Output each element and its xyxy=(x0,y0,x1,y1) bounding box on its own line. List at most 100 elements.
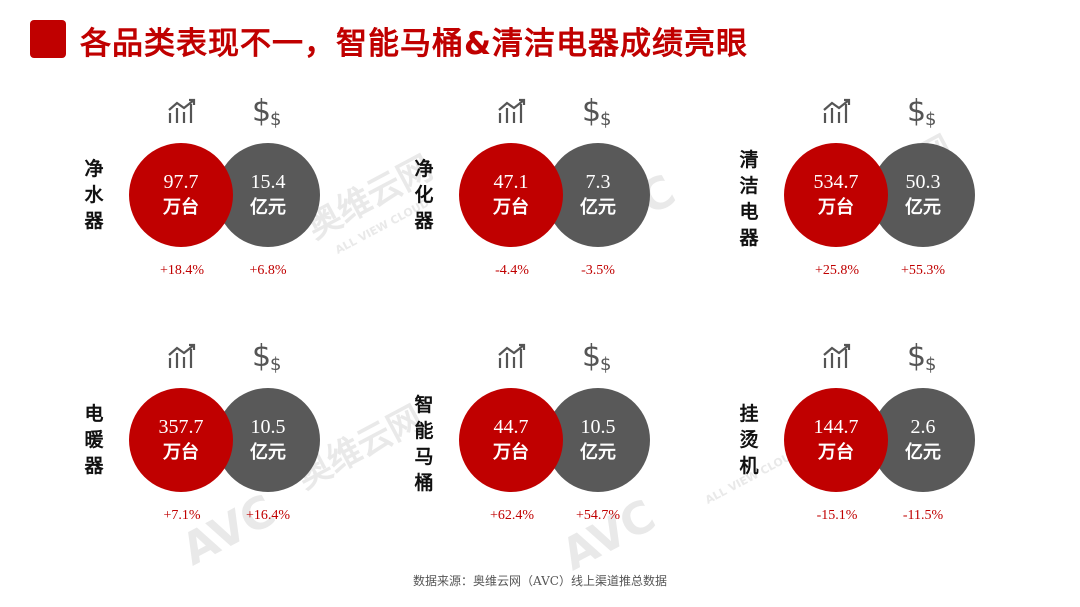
volume-unit: 万台 xyxy=(818,197,854,218)
revenue-circle: 10.5 亿元 xyxy=(216,388,320,492)
volume-trend-icon xyxy=(167,98,197,128)
category-char: 桶 xyxy=(414,472,434,494)
revenue-value: 10.5 xyxy=(250,416,286,438)
category-label: 挂烫机 xyxy=(735,401,763,479)
category-char: 能 xyxy=(414,420,434,442)
category-char: 器 xyxy=(84,455,104,477)
volume-trend-icon xyxy=(497,98,527,128)
revenue-value: 7.3 xyxy=(585,171,611,193)
category-card: 挂烫机 $ $2.6 亿元 144.7 万台 -15.1% -11.5% xyxy=(735,339,985,540)
volume-change: -15.1% xyxy=(816,508,858,523)
svg-text:$: $ xyxy=(270,109,281,129)
volume-change: +7.1% xyxy=(163,508,201,523)
category-card: 净水器 $ $15.4 亿元 97.7 万台 +18.4% +6.8% xyxy=(80,94,330,295)
category-card: 智能马桶 $ $10.5 亿元 44.7 万台 +62.4% +54.7% xyxy=(410,339,660,540)
category-char: 电 xyxy=(739,201,759,223)
svg-text:$: $ xyxy=(600,109,611,129)
volume-trend-icon xyxy=(167,343,197,373)
volume-circle: 97.7 万台 xyxy=(129,143,233,247)
dollar-icon: $ $ xyxy=(582,339,614,378)
revenue-circle: 7.3 亿元 xyxy=(546,143,650,247)
data-source-note: 数据来源：奥维云网（AVC）线上渠道推总数据 xyxy=(413,574,667,588)
volume-unit: 万台 xyxy=(493,442,529,463)
volume-change: -4.4% xyxy=(495,263,529,278)
category-label: 清洁电器 xyxy=(735,147,763,251)
revenue-circle: 2.6 亿元 xyxy=(871,388,975,492)
revenue-circle: 10.5 亿元 xyxy=(546,388,650,492)
volume-trend-icon xyxy=(497,343,527,373)
revenue-change: -3.5% xyxy=(581,263,615,278)
volume-value: 144.7 xyxy=(813,416,859,438)
category-char: 马 xyxy=(414,446,434,468)
revenue-unit: 亿元 xyxy=(580,197,616,218)
category-char: 器 xyxy=(739,227,759,249)
volume-change: +25.8% xyxy=(814,263,860,278)
volume-value: 357.7 xyxy=(158,416,204,438)
revenue-change: +55.3% xyxy=(900,263,946,278)
title-accent-block xyxy=(30,20,66,58)
svg-text:$: $ xyxy=(582,340,601,374)
revenue-change: -11.5% xyxy=(902,508,944,523)
volume-trend-icon xyxy=(822,98,852,128)
category-char: 化 xyxy=(414,184,434,206)
svg-text:$: $ xyxy=(270,354,281,374)
revenue-unit: 亿元 xyxy=(250,197,286,218)
dollar-icon: $ $ xyxy=(582,94,614,133)
svg-text:$: $ xyxy=(925,109,936,129)
revenue-unit: 亿元 xyxy=(905,197,941,218)
volume-circle: 144.7 万台 xyxy=(784,388,888,492)
svg-text:$: $ xyxy=(907,95,926,129)
revenue-unit: 亿元 xyxy=(580,442,616,463)
category-char: 器 xyxy=(84,210,104,232)
revenue-value: 50.3 xyxy=(905,171,941,193)
revenue-value: 2.6 xyxy=(910,416,936,438)
dollar-icon: $ $ xyxy=(907,94,939,133)
category-card: 电暖器 $ $10.5 亿元 357.7 万台 +7.1% +16.4% xyxy=(80,339,330,540)
volume-trend-icon xyxy=(822,343,852,373)
category-label: 电暖器 xyxy=(80,401,108,479)
revenue-unit: 亿元 xyxy=(905,442,941,463)
svg-text:$: $ xyxy=(600,354,611,374)
revenue-value: 10.5 xyxy=(580,416,616,438)
page-title: 各品类表现不一，智能马桶&清洁电器成绩亮眼 xyxy=(80,26,749,62)
category-char: 电 xyxy=(84,403,104,425)
volume-change: +18.4% xyxy=(159,263,205,278)
volume-circle: 534.7 万台 xyxy=(784,143,888,247)
category-char: 暖 xyxy=(84,429,104,451)
revenue-change: +54.7% xyxy=(575,508,621,523)
volume-circle: 47.1 万台 xyxy=(459,143,563,247)
volume-change: +62.4% xyxy=(489,508,535,523)
category-card: 清洁电器 $ $50.3 亿元 534.7 万台 +25.8% +55.3% xyxy=(735,94,985,295)
revenue-circle: 15.4 亿元 xyxy=(216,143,320,247)
category-char: 器 xyxy=(414,210,434,232)
volume-unit: 万台 xyxy=(163,197,199,218)
revenue-unit: 亿元 xyxy=(250,442,286,463)
category-char: 烫 xyxy=(739,429,759,451)
svg-text:$: $ xyxy=(907,340,926,374)
volume-unit: 万台 xyxy=(493,197,529,218)
category-char: 净 xyxy=(414,158,434,180)
svg-text:$: $ xyxy=(925,354,936,374)
volume-circle: 44.7 万台 xyxy=(459,388,563,492)
category-char: 挂 xyxy=(739,403,759,425)
category-char: 智 xyxy=(414,394,434,416)
revenue-value: 15.4 xyxy=(250,171,286,193)
svg-text:$: $ xyxy=(252,340,271,374)
svg-text:$: $ xyxy=(582,95,601,129)
revenue-change: +6.8% xyxy=(249,263,287,278)
svg-text:$: $ xyxy=(252,95,271,129)
volume-value: 97.7 xyxy=(163,171,199,193)
revenue-circle: 50.3 亿元 xyxy=(871,143,975,247)
dollar-icon: $ $ xyxy=(252,339,284,378)
category-label: 净化器 xyxy=(410,156,438,234)
dollar-icon: $ $ xyxy=(252,94,284,133)
volume-circle: 357.7 万台 xyxy=(129,388,233,492)
category-char: 水 xyxy=(84,184,104,206)
category-card: 净化器 $ $7.3 亿元 47.1 万台 -4.4% -3.5% xyxy=(410,94,660,295)
category-label: 净水器 xyxy=(80,156,108,234)
volume-unit: 万台 xyxy=(818,442,854,463)
category-label: 智能马桶 xyxy=(410,392,438,496)
volume-value: 534.7 xyxy=(813,171,859,193)
revenue-change: +16.4% xyxy=(245,508,291,523)
category-char: 洁 xyxy=(739,175,759,197)
